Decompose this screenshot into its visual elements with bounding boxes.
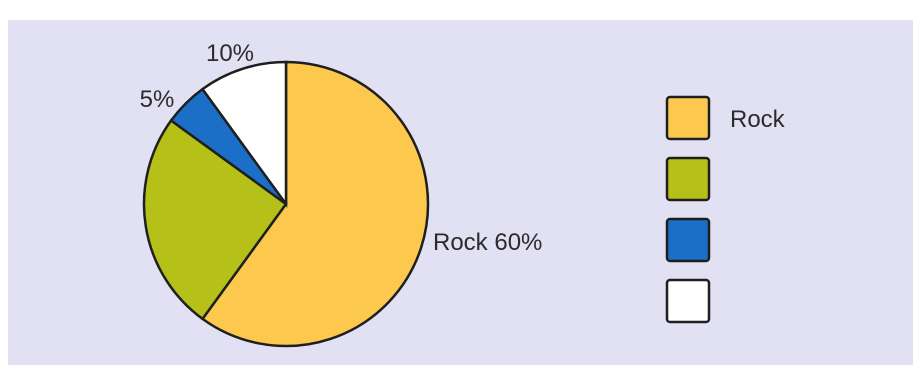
slice-label-4: 10% <box>206 40 254 67</box>
legend-swatch-2 <box>665 156 711 202</box>
legend: Rock <box>665 95 786 324</box>
slice-label-1: Rock 60% <box>433 229 542 256</box>
pie-slices <box>142 60 430 348</box>
pie-slice-2 <box>142 118 288 321</box>
pie-slice-labels: Rock 60% 5% 10% <box>140 40 543 256</box>
legend-label-1: Rock <box>730 106 786 133</box>
legend-swatch-4 <box>665 278 711 324</box>
legend-swatch-3 <box>665 217 711 263</box>
slice-label-3: 5% <box>140 86 175 113</box>
pie-slice-rock <box>200 60 430 348</box>
pie-slice-4 <box>200 60 288 208</box>
legend-swatch-1 <box>665 95 711 141</box>
